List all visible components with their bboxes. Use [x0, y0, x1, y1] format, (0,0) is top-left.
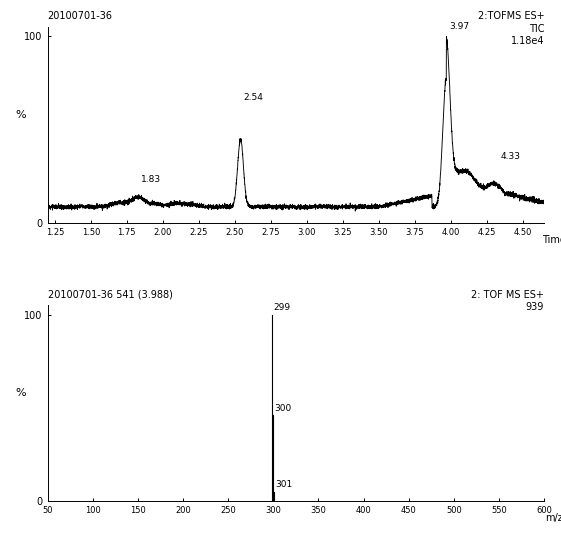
- Text: 4.33: 4.33: [501, 153, 521, 161]
- Text: 2:TOFMS ES+
TIC
1.18e4: 2:TOFMS ES+ TIC 1.18e4: [477, 11, 544, 46]
- Text: 3.97: 3.97: [449, 22, 470, 31]
- Text: 20100701-36 541 (3.988): 20100701-36 541 (3.988): [48, 289, 173, 300]
- Text: %: %: [15, 389, 26, 398]
- X-axis label: Time: Time: [542, 234, 561, 245]
- X-axis label: m/z: m/z: [545, 513, 561, 523]
- Text: 300: 300: [275, 404, 292, 412]
- Text: 2.54: 2.54: [243, 93, 263, 102]
- Text: 2: TOF MS ES+
939: 2: TOF MS ES+ 939: [471, 289, 544, 312]
- Text: 301: 301: [275, 480, 293, 489]
- Text: 299: 299: [274, 303, 291, 312]
- Text: %: %: [15, 110, 26, 120]
- Text: 1.83: 1.83: [141, 175, 162, 184]
- Text: 20100701-36: 20100701-36: [48, 11, 113, 21]
